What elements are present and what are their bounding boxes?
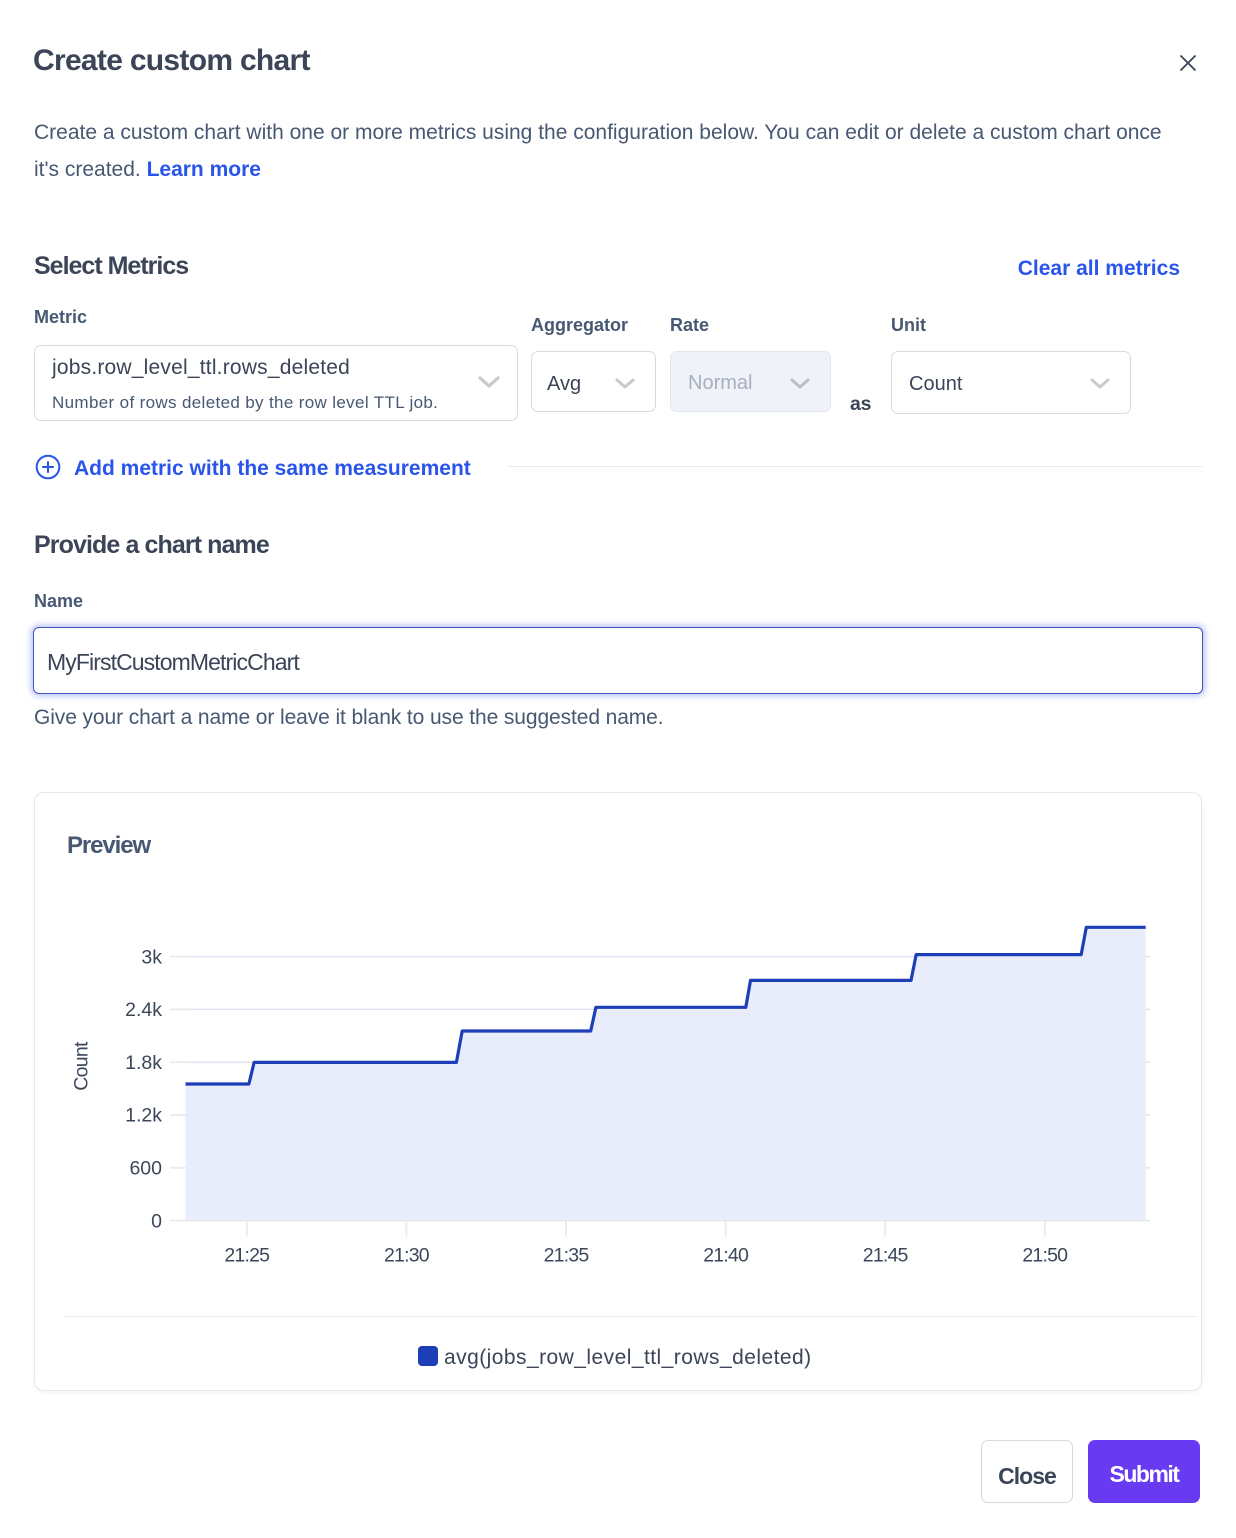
svg-text:21:25: 21:25: [224, 1245, 270, 1267]
svg-text:21:45: 21:45: [863, 1245, 909, 1267]
svg-text:21:50: 21:50: [1022, 1245, 1068, 1267]
svg-text:21:35: 21:35: [544, 1245, 590, 1267]
svg-text:1.2k: 1.2k: [125, 1105, 162, 1127]
svg-text:0: 0: [151, 1210, 162, 1232]
svg-text:2.4k: 2.4k: [125, 999, 162, 1021]
svg-text:600: 600: [129, 1158, 162, 1180]
svg-text:21:40: 21:40: [703, 1245, 749, 1267]
svg-text:3k: 3k: [141, 946, 162, 968]
svg-text:1.8k: 1.8k: [125, 1052, 162, 1074]
svg-text:21:30: 21:30: [384, 1245, 430, 1267]
svg-text:Count: Count: [71, 1041, 93, 1091]
